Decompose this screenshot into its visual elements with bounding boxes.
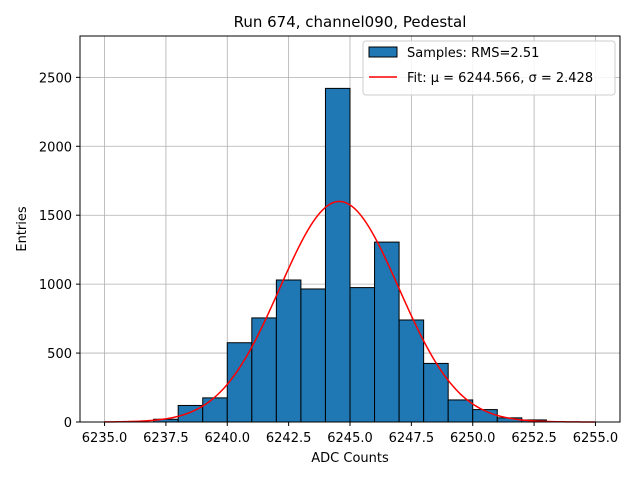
y-axis-label: Entries xyxy=(15,206,30,252)
y-axis-ticks: 0 500 1000 1500 2000 2500 xyxy=(39,71,80,431)
x-tick-label: 6247.5 xyxy=(389,431,435,446)
legend-samples-label: Samples: RMS=2.51 xyxy=(407,46,539,61)
legend-box xyxy=(362,40,616,96)
histogram-bar xyxy=(349,287,376,423)
y-tick-label: 1500 xyxy=(39,209,72,224)
legend-samples-swatch xyxy=(368,46,398,58)
x-tick-label: 6252.5 xyxy=(511,431,557,446)
y-tick-label: 2500 xyxy=(39,71,72,86)
chart-title: Run 674, channel090, Pedestal xyxy=(234,13,467,31)
x-axis-label: ADC Counts xyxy=(311,451,389,466)
x-tick-label: 6242.5 xyxy=(266,431,312,446)
histogram-bar xyxy=(423,362,449,423)
legend: Samples: RMS=2.51 Fit: μ = 6244.566, σ =… xyxy=(362,40,616,96)
histogram-bar xyxy=(374,241,400,423)
histogram-bar xyxy=(398,319,425,423)
x-tick-label: 6245.0 xyxy=(327,431,373,446)
histogram-bar xyxy=(447,399,474,423)
legend-fit-label: Fit: μ = 6244.566, σ = 2.428 xyxy=(407,71,593,86)
x-tick-label: 6237.5 xyxy=(143,431,189,446)
x-tick-label: 6255.0 xyxy=(573,431,619,446)
histogram-bar xyxy=(324,87,351,423)
y-tick-label: 2000 xyxy=(39,140,72,155)
x-tick-label: 6235.0 xyxy=(82,431,128,446)
gaussian-fit-curve xyxy=(104,200,596,423)
histogram-bar xyxy=(202,397,228,423)
histogram-bars xyxy=(153,87,547,423)
x-axis-ticks: 6235.0 6237.5 6240.0 6242.5 6245.0 6247.5 6250… xyxy=(82,422,618,446)
x-tick-label: 6250.0 xyxy=(450,431,496,446)
histogram-bar xyxy=(275,279,302,423)
y-tick-label: 500 xyxy=(47,347,72,362)
y-tick-label: 0 xyxy=(64,416,72,431)
x-tick-label: 6240.0 xyxy=(205,431,251,446)
y-tick-label: 1000 xyxy=(39,278,72,293)
histogram-bar xyxy=(251,317,277,423)
histogram-bar xyxy=(300,288,326,423)
